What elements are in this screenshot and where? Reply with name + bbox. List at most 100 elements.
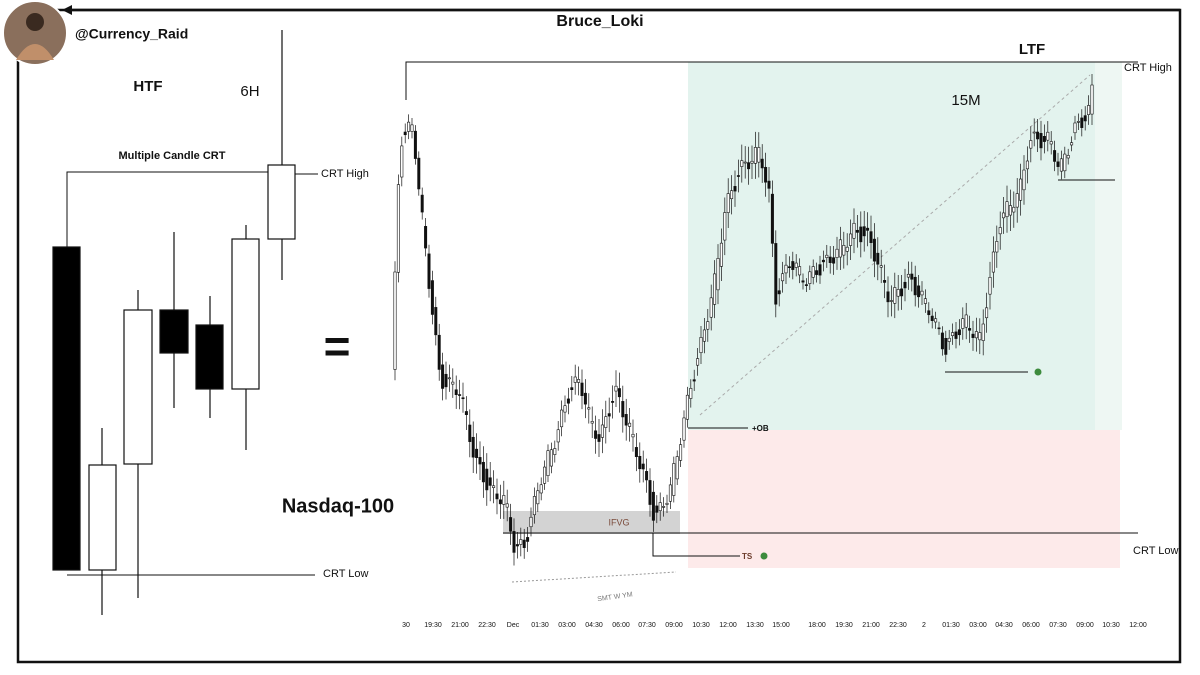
candle — [1039, 133, 1043, 149]
candle — [893, 287, 897, 304]
candle — [804, 284, 808, 286]
candle — [621, 401, 625, 418]
candle — [876, 252, 880, 265]
time-label: 2 — [922, 622, 926, 629]
candle — [611, 401, 615, 403]
candle — [930, 315, 934, 321]
candle — [1080, 117, 1084, 128]
candle — [730, 190, 734, 200]
candle — [971, 333, 975, 338]
candle — [862, 226, 866, 237]
htf-lines — [66, 171, 318, 576]
candle — [403, 131, 407, 136]
candle — [468, 424, 472, 442]
ifvg-zone — [503, 511, 680, 534]
candle — [774, 243, 778, 305]
premium-zone-tail — [1095, 62, 1122, 430]
time-axis: 30 19:30 21:00 22:30 Dec 01:30 03:00 04:30 06:00… — [402, 622, 1147, 629]
candle — [624, 414, 628, 426]
htf-candles — [52, 30, 296, 615]
candle — [1025, 160, 1029, 170]
candle — [869, 231, 873, 244]
candle — [818, 264, 822, 276]
candle — [420, 194, 424, 213]
diagonal — [699, 74, 1091, 416]
candle — [733, 186, 737, 192]
candle — [828, 256, 832, 263]
candle — [760, 158, 764, 169]
candle — [410, 124, 414, 132]
candle — [441, 364, 445, 389]
candle — [859, 226, 863, 243]
candle — [566, 398, 570, 404]
time-label: 13:30 — [746, 622, 764, 629]
candle — [532, 496, 536, 516]
candle — [498, 499, 502, 505]
candle — [872, 238, 876, 262]
arrow-head — [62, 5, 72, 15]
candle — [536, 490, 540, 505]
time-label: 10:30 — [692, 622, 710, 629]
candle — [1008, 205, 1012, 216]
candle — [1059, 158, 1063, 172]
candle — [706, 321, 710, 330]
candle — [1087, 105, 1091, 115]
candle — [396, 184, 400, 273]
avatar[interactable] — [2, 0, 68, 66]
candle — [740, 160, 744, 167]
candle — [750, 160, 754, 164]
candle — [1070, 142, 1074, 146]
candle — [900, 288, 904, 297]
time-label: 09:00 — [1076, 622, 1094, 629]
candle — [451, 381, 455, 385]
candle — [753, 147, 757, 164]
candle — [526, 537, 530, 542]
candle — [764, 166, 768, 183]
candle — [587, 407, 591, 410]
candle — [910, 273, 914, 280]
candle — [1005, 201, 1009, 218]
candle — [1076, 121, 1080, 123]
candle — [672, 463, 676, 496]
handle[interactable]: @Currency_Raid — [75, 26, 188, 42]
time-label: 22:30 — [478, 622, 496, 629]
candle — [889, 300, 893, 302]
candle — [1036, 131, 1040, 140]
candle — [492, 485, 496, 488]
candle — [478, 457, 482, 465]
turtle-icon — [1034, 368, 1042, 376]
candle — [944, 338, 948, 355]
time-label: 04:30 — [995, 622, 1013, 629]
candle — [549, 449, 553, 467]
candle — [747, 162, 751, 170]
candle — [597, 434, 601, 442]
turtle-icon — [760, 552, 768, 560]
candle — [682, 417, 686, 441]
candle — [1019, 178, 1023, 201]
time-label: 09:00 — [665, 622, 683, 629]
candle — [886, 291, 890, 303]
candle — [896, 289, 900, 297]
candle — [454, 389, 458, 395]
candle — [699, 337, 703, 354]
candle — [668, 484, 672, 502]
candle — [594, 430, 598, 439]
candle — [1053, 150, 1057, 162]
candle — [767, 180, 771, 189]
candle — [832, 257, 836, 264]
candle — [985, 307, 989, 319]
candle — [781, 273, 785, 282]
candle — [424, 226, 428, 249]
time-label: 04:30 — [585, 622, 603, 629]
ltf-low-label: CRT Low — [1133, 545, 1179, 557]
time-label: 18:00 — [808, 622, 826, 629]
time-label: 06:00 — [612, 622, 630, 629]
candle — [417, 157, 421, 190]
candle — [400, 145, 404, 178]
candle — [743, 161, 747, 164]
ob-label: +OB — [752, 424, 769, 433]
candle — [981, 323, 985, 341]
range-label: Multiple Candle CRT — [119, 150, 226, 162]
candle — [485, 468, 489, 491]
candle — [852, 222, 856, 239]
